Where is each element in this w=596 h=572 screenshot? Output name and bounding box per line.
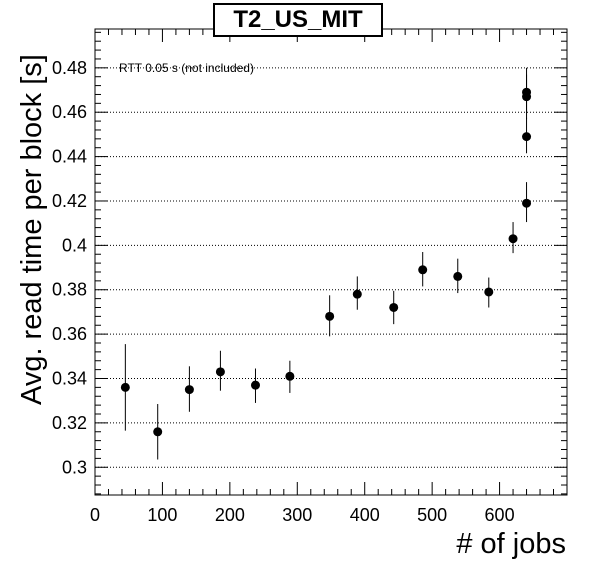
data-point	[418, 265, 428, 275]
y-tick-label: 0.3	[62, 457, 87, 477]
data-point	[453, 271, 463, 281]
rtt-annotation: RTT 0.05 s (not included)	[119, 61, 254, 75]
x-tick-label: 300	[282, 505, 312, 525]
data-point	[120, 382, 130, 392]
x-tick-label: 400	[350, 505, 380, 525]
y-axis-label: Avg. read time per block [s]	[16, 54, 48, 406]
y-tick-label: 0.46	[52, 102, 87, 122]
data-point	[522, 132, 532, 142]
y-tick-label: 0.42	[52, 191, 87, 211]
data-point	[522, 198, 532, 208]
y-tick-label: 0.44	[52, 147, 87, 167]
x-tick-label: 100	[147, 505, 177, 525]
y-tick-label: 0.36	[52, 324, 87, 344]
data-point	[352, 289, 362, 299]
data-point	[325, 311, 335, 321]
data-point	[250, 380, 260, 390]
x-tick-label: 500	[417, 505, 447, 525]
data-point	[522, 87, 532, 97]
plot-frame	[94, 28, 568, 496]
data-point	[389, 302, 399, 312]
data-point	[285, 371, 295, 381]
y-tick-label: 0.32	[52, 413, 87, 433]
y-tick-label: 0.34	[52, 369, 87, 389]
x-tick-label: 0	[90, 505, 100, 525]
y-tick-label: 0.48	[52, 58, 87, 78]
x-axis-label: # of jobs	[456, 528, 566, 560]
x-tick-label: 200	[215, 505, 245, 525]
chart-title: T2_US_MIT	[213, 3, 383, 37]
y-tick-label: 0.4	[62, 235, 87, 255]
data-point	[215, 367, 225, 377]
data-point	[153, 427, 163, 437]
data-point	[484, 287, 494, 297]
x-tick-label: 600	[485, 505, 515, 525]
data-point	[184, 385, 194, 395]
data-point	[508, 234, 518, 244]
y-tick-label: 0.38	[52, 280, 87, 300]
